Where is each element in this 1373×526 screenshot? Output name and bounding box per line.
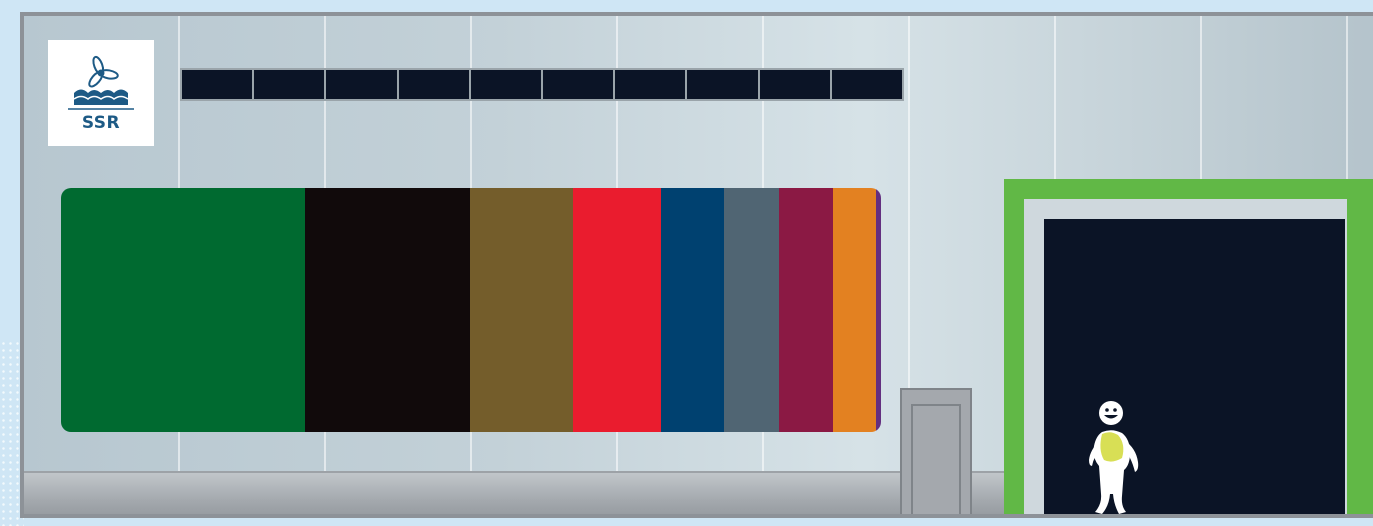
window-pane	[470, 70, 542, 99]
wall-seam	[908, 16, 910, 471]
banner-stripe	[61, 188, 305, 432]
building-facade: SSR	[20, 12, 1373, 518]
banner-stripe	[723, 188, 780, 432]
service-door-panel	[911, 404, 961, 514]
smiling-figure-icon	[1089, 401, 1139, 514]
window-pane	[759, 70, 830, 99]
window-pane	[615, 70, 686, 99]
window-pane	[543, 70, 614, 99]
banner-stripe	[779, 188, 833, 432]
banner-stripe	[832, 188, 877, 432]
window-pane	[687, 70, 758, 99]
banner-stripe	[876, 188, 881, 432]
mascot-figure	[1086, 400, 1144, 514]
window-pane	[254, 70, 325, 99]
window-pane	[326, 70, 397, 99]
window-strip	[180, 68, 904, 101]
banner-stripe	[573, 188, 662, 432]
banner-stripe	[661, 188, 724, 432]
logo-text: SSR	[81, 113, 121, 133]
window-pane	[182, 70, 253, 99]
banner-stripe	[304, 188, 471, 432]
service-door	[900, 388, 972, 514]
entrance-gate	[1044, 219, 1345, 514]
ssr-logo: SSR	[48, 40, 154, 146]
window-pane	[398, 70, 469, 99]
propeller-waves-icon	[68, 55, 134, 110]
banner-stripe	[470, 188, 574, 432]
window-pane	[831, 70, 903, 99]
color-stripe-banner	[61, 188, 881, 432]
entrance-frame-post	[1347, 179, 1373, 514]
